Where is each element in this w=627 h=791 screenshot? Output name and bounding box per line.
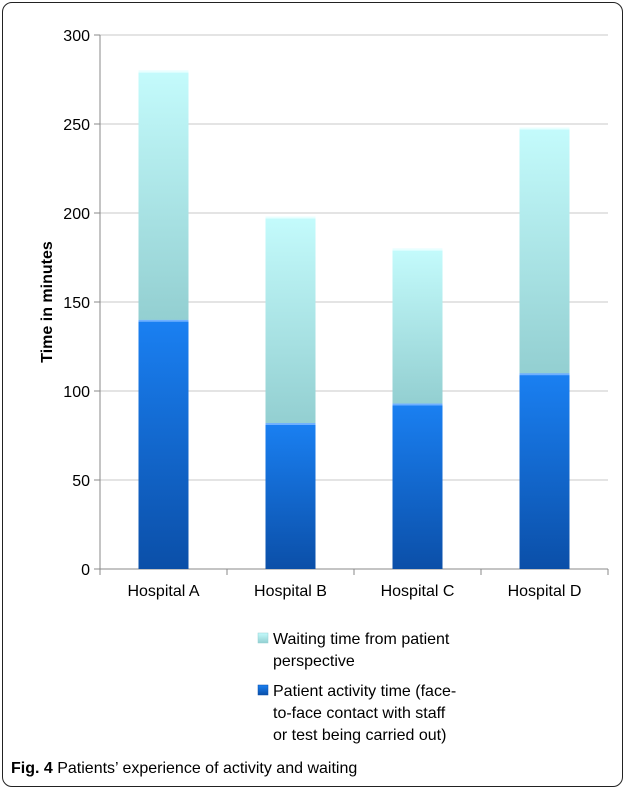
caption-text: Patients’ experience of activity and wai… [57, 760, 358, 777]
legend-entry-text: Patient activity time (face- [273, 683, 456, 700]
legend-swatch-activity [257, 684, 269, 696]
bar-waiting-1 [138, 70, 189, 320]
bar-waiting-3 [392, 248, 443, 404]
caption-label: Fig. 4 [11, 760, 53, 777]
y-tick-label: 100 [63, 384, 90, 401]
legend-swatch-waiting [257, 632, 269, 644]
legend-entry-text: to-face contact with staff [273, 705, 446, 722]
y-tick-label: 300 [63, 28, 90, 45]
legend-entry-text: perspective [273, 653, 355, 670]
bar-activity-3 [392, 403, 443, 569]
bar-waiting-2 [265, 216, 316, 424]
y-tick-label: 50 [72, 473, 90, 490]
legend-entry-text: Waiting time from patient [273, 631, 450, 648]
tick-labels: 0 50 100 150 200 250 300 Hospital A Hospital B Ho… [63, 28, 581, 600]
bar-activity-1 [138, 319, 189, 569]
y-tick-label: 250 [63, 117, 90, 134]
legend: Waiting time from patient perspective Pati… [257, 631, 456, 744]
y-axis-label: Time in minutes [39, 241, 56, 363]
x-tick-label: Hospital A [127, 583, 199, 600]
bar-activity-2 [265, 423, 316, 569]
y-tick-label: 150 [63, 295, 90, 312]
x-tick-label: Hospital B [254, 583, 327, 600]
x-tick-label: Hospital C [381, 583, 455, 600]
bar-waiting-4 [519, 127, 570, 374]
bar-activity-4 [519, 373, 570, 569]
x-tick-label: Hospital D [508, 583, 582, 600]
figure-caption: Fig. 4 Patients’ experience of activity … [11, 760, 357, 778]
legend-entry-text: or test being carried out) [273, 727, 446, 744]
y-tick-label: 0 [81, 562, 90, 579]
bars [138, 70, 570, 569]
y-tick-label: 200 [63, 206, 90, 223]
